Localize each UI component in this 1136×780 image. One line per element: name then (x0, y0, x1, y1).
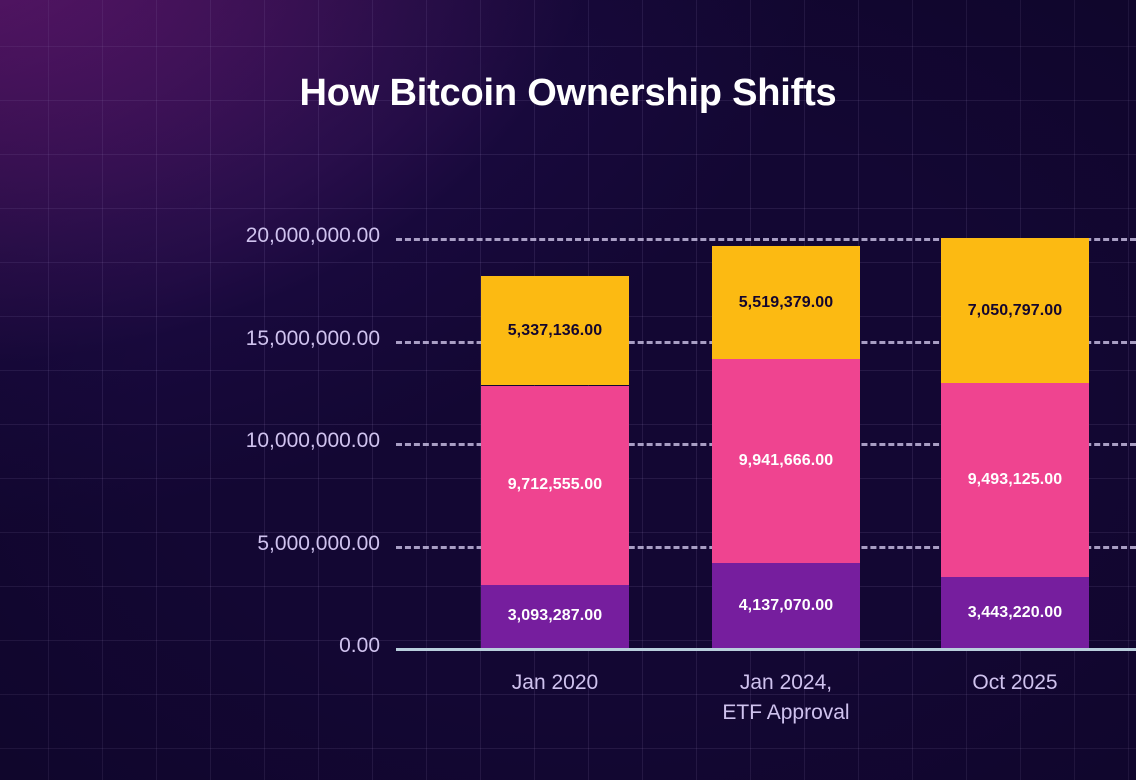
x-tick-label: Oct 2025 (972, 671, 1058, 694)
bar-value-label: 3,093,287.00 (507, 607, 603, 625)
x-axis-baseline (396, 648, 1136, 651)
page-title: How Bitcoin Ownership Shifts (299, 72, 837, 114)
bar-value-label: 7,050,797.00 (967, 301, 1063, 319)
bar-segment[interactable]: 4,137,070.00 (712, 563, 860, 648)
y-tick-label: 5,000,000.00 (257, 531, 380, 555)
y-tick-label: 10,000,000.00 (245, 429, 380, 452)
bar-value-label: 9,493,125.00 (967, 471, 1063, 489)
bar-segment[interactable]: 5,337,136.00 (481, 276, 629, 386)
bar-value-label: 4,137,070.00 (738, 596, 834, 614)
y-tick-label: 20,000,000.00 (245, 224, 380, 247)
y-tick-label: 15,000,000.00 (245, 326, 380, 350)
bar-segment[interactable]: 3,093,287.00 (481, 584, 629, 648)
bar-segment[interactable]: 7,050,797.00 (941, 238, 1089, 383)
x-tick-label: Jan 2020 (511, 671, 599, 694)
bar-value-label: 9,712,555.00 (507, 476, 603, 494)
x-tick-label: Jan 2024, ETF Approval (722, 671, 850, 724)
bar-segment[interactable]: 9,493,125.00 (941, 382, 1089, 578)
gridline (396, 238, 1136, 241)
bar-value-label: 9,941,666.00 (738, 452, 834, 470)
bar-value-label: 5,337,136.00 (507, 321, 603, 339)
bar-segment[interactable]: 9,941,666.00 (712, 359, 860, 564)
bar-segment[interactable]: 3,443,220.00 (941, 577, 1089, 648)
bar-value-label: 5,519,379.00 (738, 293, 834, 311)
y-tick-label: 0.00 (339, 634, 380, 657)
bar-stack[interactable]: 3,093,287.00 9,712,555.00 5,337,136.00 (481, 276, 629, 648)
bar-stack[interactable]: 4,137,070.00 9,941,666.00 5,519,379.00 (712, 246, 860, 648)
bar-segment[interactable]: 5,519,379.00 (712, 246, 860, 360)
bar-value-label: 3,443,220.00 (967, 603, 1063, 621)
bar-segment[interactable]: 9,712,555.00 (481, 385, 629, 585)
bar-stack[interactable]: 3,443,220.00 9,493,125.00 7,050,797.00 (941, 238, 1089, 648)
